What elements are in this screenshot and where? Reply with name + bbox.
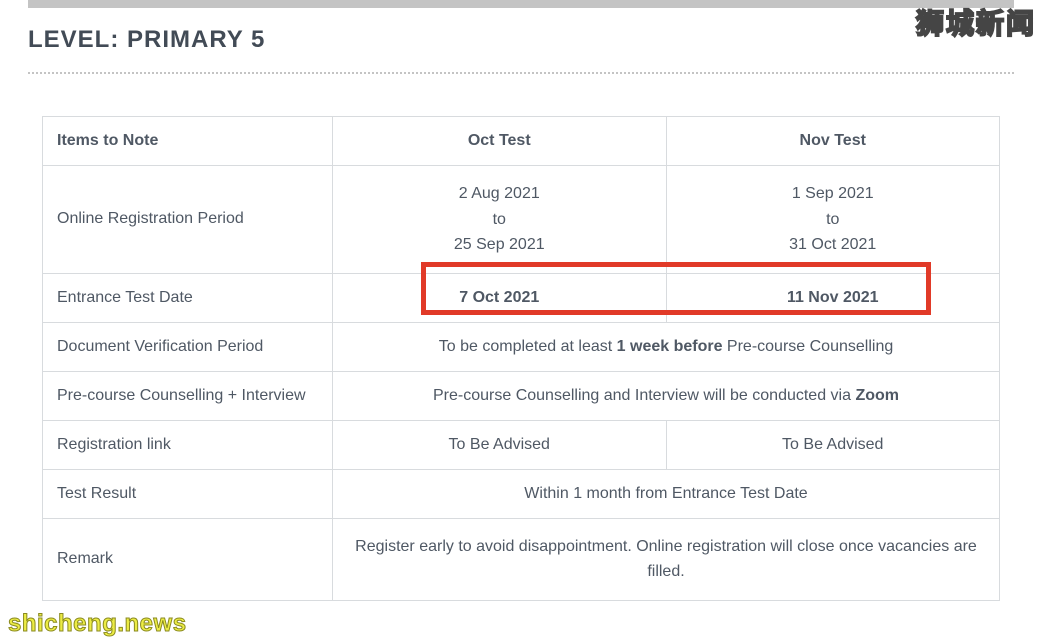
text-bold: 1 week before: [617, 338, 723, 355]
table-row: Test Result Within 1 month from Entrance…: [43, 469, 1000, 518]
cell-oct-registration: 2 Aug 2021 to 25 Sep 2021: [333, 166, 667, 274]
page-title: LEVEL: PRIMARY 5: [28, 26, 1014, 54]
cell-line: 2 Aug 2021: [459, 185, 540, 202]
watermark-top: 狮城新闻: [916, 2, 1036, 42]
cell-bold: 7 Oct 2021: [459, 289, 539, 306]
schedule-table: Items to Note Oct Test Nov Test Online R…: [42, 116, 1000, 601]
table-row: Document Verification Period To be compl…: [43, 322, 1000, 371]
row-label: Online Registration Period: [43, 166, 333, 274]
col-header-items: Items to Note: [43, 117, 333, 166]
watermark-bottom: shicheng.news: [8, 610, 187, 638]
table-row: Registration link To Be Advised To Be Ad…: [43, 420, 1000, 469]
cell-line: to: [826, 211, 839, 228]
cell-nov-reglink: To Be Advised: [666, 420, 1000, 469]
text-prefix: To be completed at least: [439, 338, 617, 355]
table-row: Remark Register early to avoid disappoin…: [43, 518, 1000, 600]
text-prefix: Pre-course Counselling and Interview wil…: [433, 387, 855, 404]
row-label: Pre-course Counselling + Interview: [43, 371, 333, 420]
cell-merged-remark: Register early to avoid disappointment. …: [333, 518, 1000, 600]
row-label: Remark: [43, 518, 333, 600]
table-row: Online Registration Period 2 Aug 2021 to…: [43, 166, 1000, 274]
cell-line: to: [493, 211, 506, 228]
row-label: Entrance Test Date: [43, 273, 333, 322]
cell-merged-docverify: To be completed at least 1 week before P…: [333, 322, 1000, 371]
cell-oct-testdate: 7 Oct 2021: [333, 273, 667, 322]
cell-bold: 11 Nov 2021: [787, 289, 879, 306]
cell-nov-registration: 1 Sep 2021 to 31 Oct 2021: [666, 166, 1000, 274]
table-wrap: Items to Note Oct Test Nov Test Online R…: [28, 116, 1014, 601]
text-bold: Zoom: [855, 387, 899, 404]
cell-oct-reglink: To Be Advised: [333, 420, 667, 469]
table-row: Entrance Test Date 7 Oct 2021 11 Nov 202…: [43, 273, 1000, 322]
cell-merged-counselling: Pre-course Counselling and Interview wil…: [333, 371, 1000, 420]
table-header-row: Items to Note Oct Test Nov Test: [43, 117, 1000, 166]
col-header-oct: Oct Test: [333, 117, 667, 166]
table-row: Pre-course Counselling + Interview Pre-c…: [43, 371, 1000, 420]
row-label: Test Result: [43, 469, 333, 518]
cell-nov-testdate: 11 Nov 2021: [666, 273, 1000, 322]
cell-merged-testresult: Within 1 month from Entrance Test Date: [333, 469, 1000, 518]
top-bar: [28, 0, 1014, 8]
cell-line: 31 Oct 2021: [789, 236, 876, 253]
col-header-nov: Nov Test: [666, 117, 1000, 166]
row-label: Document Verification Period: [43, 322, 333, 371]
row-label: Registration link: [43, 420, 333, 469]
dotted-divider: [28, 72, 1014, 74]
cell-line: 25 Sep 2021: [454, 236, 545, 253]
cell-line: 1 Sep 2021: [792, 185, 874, 202]
text-suffix: Pre-course Counselling: [722, 338, 893, 355]
